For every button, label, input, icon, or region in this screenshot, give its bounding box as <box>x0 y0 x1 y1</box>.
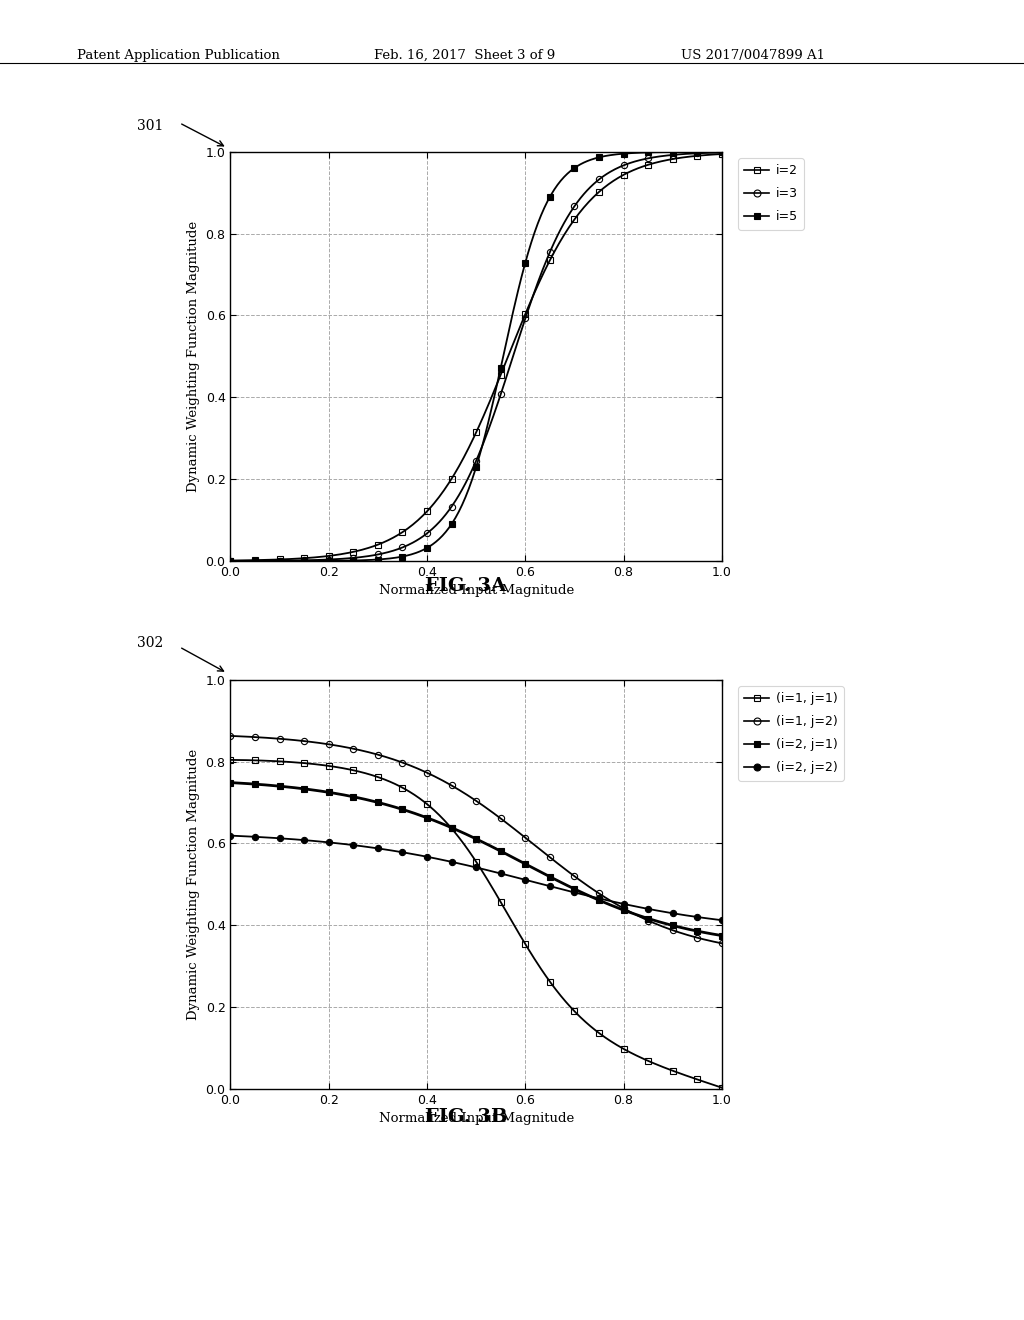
Y-axis label: Dynamic Weighting Function Magnitude: Dynamic Weighting Function Magnitude <box>187 220 200 492</box>
Text: FIG. 3B: FIG. 3B <box>425 1107 507 1126</box>
Legend: i=2, i=3, i=5: i=2, i=3, i=5 <box>738 158 804 230</box>
Y-axis label: Dynamic Weighting Function Magnitude: Dynamic Weighting Function Magnitude <box>187 748 200 1020</box>
Text: 301: 301 <box>137 119 164 133</box>
Text: US 2017/0047899 A1: US 2017/0047899 A1 <box>681 49 825 62</box>
Legend: (i=1, j=1), (i=1, j=2), (i=2, j=1), (i=2, j=2): (i=1, j=1), (i=1, j=2), (i=2, j=1), (i=2… <box>738 686 844 780</box>
X-axis label: Normalized Input Magnitude: Normalized Input Magnitude <box>379 585 573 598</box>
Text: FIG. 3A: FIG. 3A <box>425 577 507 595</box>
Text: Patent Application Publication: Patent Application Publication <box>77 49 280 62</box>
X-axis label: Normalized Input Magnitude: Normalized Input Magnitude <box>379 1113 573 1126</box>
Text: 302: 302 <box>137 636 164 651</box>
Text: Feb. 16, 2017  Sheet 3 of 9: Feb. 16, 2017 Sheet 3 of 9 <box>374 49 555 62</box>
